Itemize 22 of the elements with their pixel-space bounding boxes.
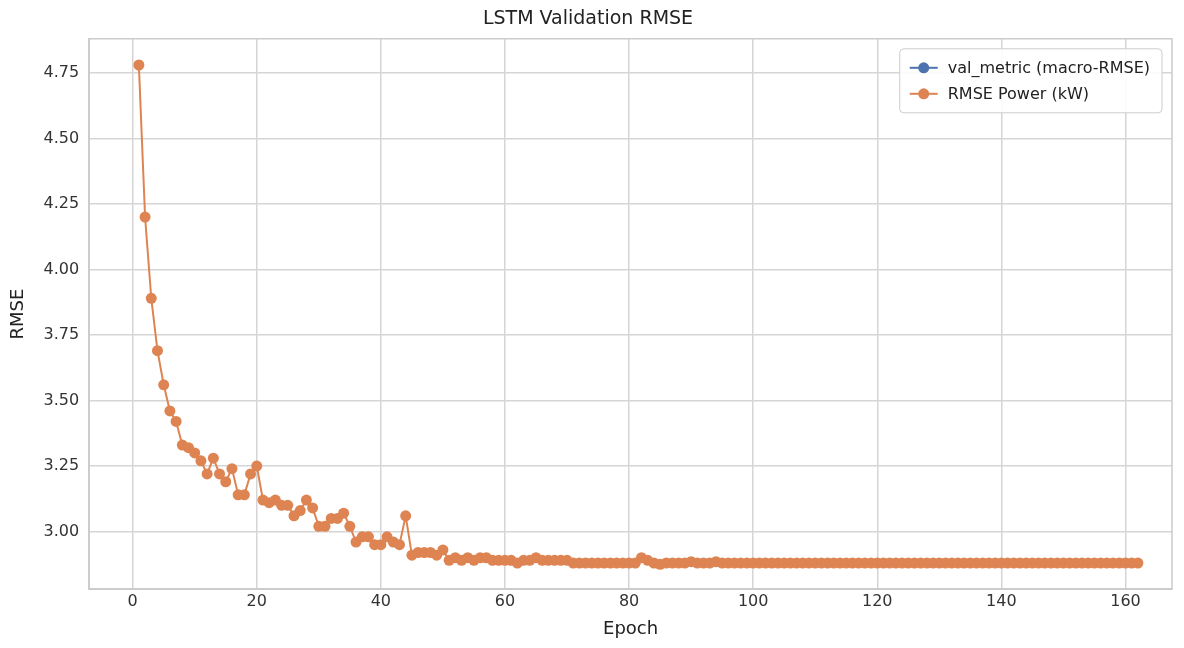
legend-label: val_metric (macro-RMSE)	[947, 57, 1151, 78]
x-axis-title: Epoch	[603, 616, 659, 638]
y-tick-label: 4.50	[43, 127, 80, 147]
x-tick-label: 120	[861, 590, 893, 610]
y-tick-label: 4.25	[43, 193, 80, 213]
y-tick-label: 4.75	[43, 62, 80, 82]
x-tick-label: 20	[246, 590, 267, 610]
y-tick-label: 3.25	[43, 455, 80, 475]
y-tick-label: 3.50	[43, 389, 80, 409]
legend-label: RMSE Power (kW)	[947, 83, 1090, 103]
y-axis-title: RMSE	[6, 288, 28, 340]
x-tick-label: 80	[618, 590, 640, 610]
x-tick-label: 40	[370, 590, 392, 610]
y-tick-label: 3.75	[43, 324, 80, 344]
x-tick-label: 140	[986, 590, 1017, 610]
x-tick-label: 0	[127, 590, 138, 610]
y-tick-label: 3.00	[43, 520, 80, 540]
x-tick-label: 160	[1110, 590, 1141, 610]
x-tick-label: 60	[494, 590, 516, 610]
x-tick-label: 100	[737, 590, 769, 610]
chart-title: LSTM Validation RMSE	[482, 6, 694, 29]
y-tick-label: 4.00	[43, 258, 80, 278]
